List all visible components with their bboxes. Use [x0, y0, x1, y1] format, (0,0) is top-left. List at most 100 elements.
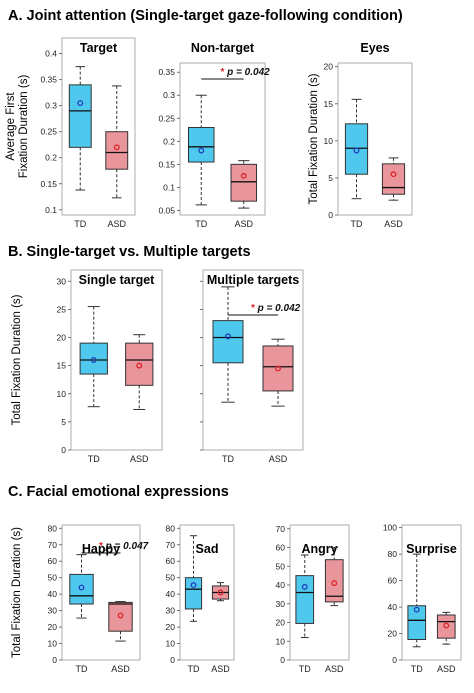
x-tick-label: TD — [222, 454, 234, 464]
plot-frame — [202, 269, 304, 451]
y-tick-label: 60 — [166, 556, 176, 566]
y-tick-label: 60 — [388, 576, 398, 586]
chart-title: Single target — [79, 273, 156, 287]
mean-marker — [240, 172, 247, 179]
x-tick-label: ASD — [111, 664, 130, 674]
y-tick-label: 20 — [48, 622, 58, 632]
x-tick-label: TD — [411, 664, 423, 674]
y-tick-label: 0.3 — [163, 90, 175, 100]
y-tick-label: 10 — [57, 389, 67, 399]
mean-marker — [113, 144, 120, 151]
box-asd — [262, 345, 294, 392]
y-tick-label: 0 — [328, 210, 333, 220]
box-asd — [381, 163, 406, 195]
y-tick-label: 0.4 — [45, 49, 57, 59]
significance-star: * — [99, 541, 106, 552]
y-axis-label: Total Fixation Duration (s) — [11, 294, 23, 425]
chart-panel-7: 0 10 20 30 40 50 60 70 80 Sad TD ASD — [166, 523, 235, 674]
y-tick-label: 0.35 — [158, 67, 175, 77]
y-tick-label: 30 — [57, 276, 67, 286]
mean-marker — [443, 622, 450, 629]
chart-title: Sad — [196, 542, 219, 556]
mean-marker — [190, 582, 197, 589]
x-tick-label: TD — [76, 664, 88, 674]
chart-title: Eyes — [360, 41, 389, 55]
y-tick-label: 0.2 — [163, 136, 175, 146]
section-title-facial-expressions: C. Facial emotional expressions — [8, 484, 229, 500]
y-tick-label: 10 — [324, 136, 334, 146]
x-tick-label: TD — [74, 219, 86, 229]
chart-title: Surprise — [406, 542, 457, 556]
y-tick-label: 20 — [324, 62, 334, 72]
mean-marker — [275, 365, 281, 372]
plot-frame — [337, 62, 413, 216]
x-tick-label: ASD — [325, 664, 344, 674]
x-tick-label: ASD — [269, 454, 288, 464]
x-tick-label: ASD — [130, 454, 149, 464]
significance-star: * — [221, 67, 228, 78]
y-tick-label: 10 — [166, 639, 176, 649]
y-tick-label: 80 — [388, 549, 398, 559]
significance-p: p = 0.047 — [105, 541, 149, 552]
mean-marker — [353, 147, 360, 154]
box-asd — [105, 131, 129, 170]
chart-panel-8: 0 10 20 30 40 50 60 70 Angry TD ASD — [276, 524, 350, 674]
chart-panel-1: 0.1 0.15 0.2 0.25 0.3 0.35 0.4 Target Average Fi… — [5, 37, 136, 229]
x-tick-label: TD — [351, 219, 363, 229]
x-tick-label: TD — [188, 664, 200, 674]
box-td — [184, 577, 203, 610]
y-tick-label: 15 — [324, 99, 334, 109]
mean-marker — [331, 580, 338, 587]
box-asd — [108, 601, 133, 632]
chart-title: Target — [80, 41, 118, 55]
significance-star: * — [251, 303, 258, 314]
y-tick-label: 0 — [61, 445, 66, 455]
plot-frame — [179, 62, 266, 216]
y-tick-label: 10 — [48, 639, 58, 649]
y-tick-label: 15 — [57, 361, 67, 371]
y-tick-label: 30 — [166, 606, 176, 616]
x-tick-label: ASD — [234, 219, 253, 229]
mean-marker — [136, 362, 143, 369]
y-tick-label: 5 — [328, 173, 333, 183]
y-tick-label: 0.1 — [163, 182, 175, 192]
y-tick-label: 20 — [276, 618, 286, 628]
y-tick-label: 0.15 — [158, 159, 175, 169]
y-tick-label: 0.25 — [40, 127, 57, 137]
y-tick-label: 20 — [166, 622, 176, 632]
y-tick-label: 80 — [48, 523, 58, 533]
section-title-joint-attention: A. Joint attention (Single-target gaze-f… — [8, 8, 403, 24]
section-title-single-vs-multiple: B. Single-target vs. Multiple targets — [8, 244, 251, 260]
mean-marker — [77, 100, 84, 107]
box-td — [68, 84, 92, 148]
significance-label: * p = 0.042 — [221, 67, 271, 78]
significance-label: * p = 0.042 — [251, 303, 301, 314]
plot-frame — [179, 524, 235, 661]
significance-label: * p = 0.047 — [99, 541, 149, 552]
y-tick-label: 0.2 — [45, 153, 57, 163]
box-asd — [436, 614, 456, 639]
y-tick-label: 100 — [383, 523, 397, 533]
chart-panel-5: Multiple targets TD ASD * p = 0.042 — [200, 269, 304, 464]
y-tick-label: 60 — [48, 556, 58, 566]
y-tick-label: 0.1 — [45, 205, 57, 215]
y-tick-label: 0.25 — [158, 113, 175, 123]
chart-panel-2: 0.05 0.1 0.15 0.2 0.25 0.3 0.35 Non-target TD ASD… — [158, 41, 270, 229]
box-asd — [230, 163, 257, 202]
chart-title: Angry — [301, 542, 337, 556]
box-td — [79, 342, 108, 375]
y-tick-label: 70 — [166, 540, 176, 550]
y-axis-label-line: Fixation Duration (s) — [18, 75, 30, 179]
x-tick-label: TD — [88, 454, 100, 464]
mean-marker — [413, 606, 420, 613]
y-axis-label-line: Average First — [5, 92, 17, 161]
chart-title: Non-target — [191, 41, 255, 55]
box-td — [188, 126, 215, 163]
plot-frame — [401, 524, 462, 661]
x-tick-label: ASD — [384, 219, 403, 229]
y-tick-label: 50 — [276, 561, 286, 571]
y-tick-label: 0 — [392, 655, 397, 665]
y-tick-label: 50 — [166, 573, 176, 583]
mean-marker — [90, 357, 97, 363]
y-tick-label: 40 — [276, 580, 286, 590]
